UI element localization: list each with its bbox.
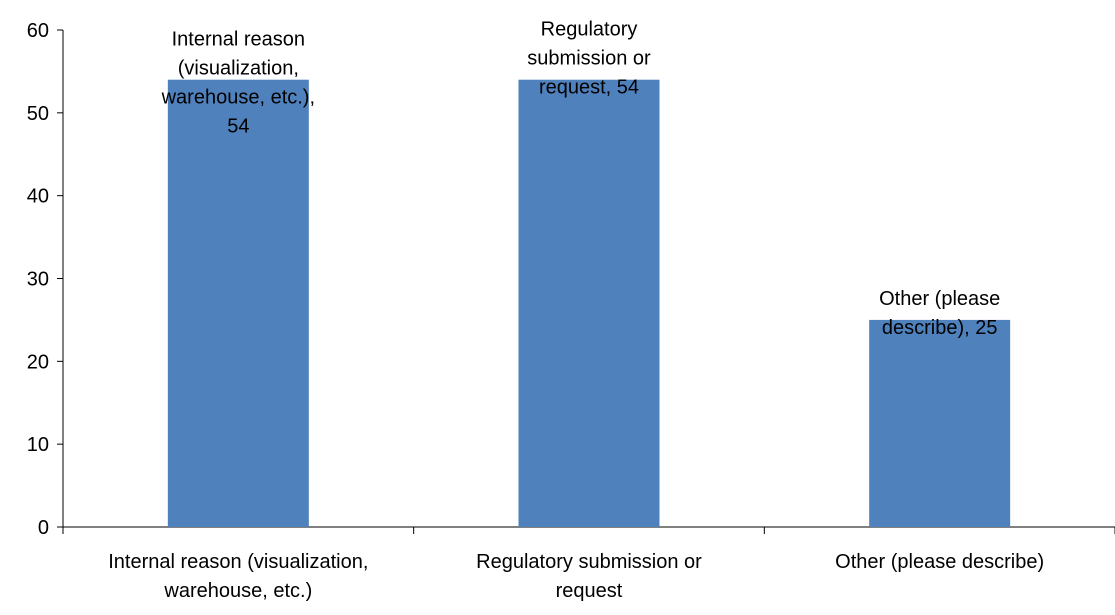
data-label-line: Other (please [879,288,1000,310]
x-category-label-line: Other (please describe) [835,551,1044,573]
data-label-line: submission or [527,48,651,70]
data-label-line: request, 54 [539,77,639,99]
y-tick-label: 20 [27,351,49,373]
x-category-label: Regulatory submission or request [476,551,702,602]
data-label: Regulatory submission or request, 54 [527,19,651,99]
y-tick-label: 50 [27,103,49,125]
y-tick-label: 60 [27,20,49,42]
data-label-line: 54 [227,116,249,138]
y-tick-label: 30 [27,269,49,291]
data-label: Internal reason (visualization, warehouse,… [161,29,315,138]
bar [167,79,309,527]
bar [518,79,660,527]
data-label-line: Regulatory [541,19,638,41]
x-category-label-line: Regulatory submission or [476,551,702,573]
data-label: Other (please describe), 25 [879,288,1000,339]
x-category-label: Other (please describe) [835,551,1044,573]
bars [167,79,1011,527]
data-label-line: Internal reason [172,29,305,51]
x-category-label: Internal reason (visualization, warehouse… [108,551,368,602]
y-tick-label: 40 [27,186,49,208]
data-label-line: describe), 25 [882,317,998,339]
y-tick-label: 0 [38,517,49,539]
bar [869,319,1011,527]
labels: Internal reason (visualization, warehouse… [108,19,1044,602]
x-category-label-line: warehouse, etc.) [163,580,312,602]
y-tick-label: 10 [27,434,49,456]
data-label-line: warehouse, etc.), [161,87,315,109]
x-category-label-line: Internal reason (visualization, [108,551,368,573]
data-label-line: (visualization, [178,58,299,80]
x-category-label-line: request [556,580,623,602]
